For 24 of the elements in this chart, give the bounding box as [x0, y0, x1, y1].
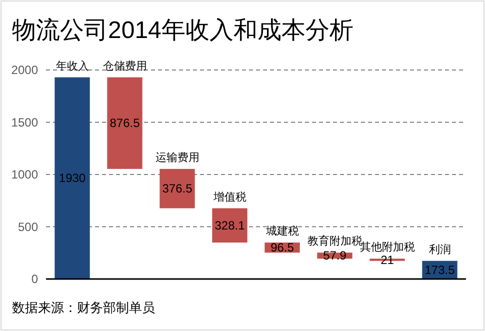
data-label: 376.5: [162, 182, 193, 196]
y-tick-label: 0: [31, 272, 38, 286]
data-label: 1930: [58, 171, 86, 186]
y-tick-label: 500: [18, 220, 38, 234]
data-label: 876.5: [110, 116, 140, 130]
data-label: 96.5: [270, 240, 294, 255]
x-tick-label: 年收入: [56, 59, 89, 72]
chart-title: 物流公司2014年收入和成本分析: [12, 17, 354, 44]
x-tick-label: 城建税: [264, 224, 299, 238]
bar: [54, 77, 90, 279]
x-tick-label: 利润: [428, 242, 451, 256]
y-tick-label: 1500: [11, 115, 38, 130]
x-tick-label: 仓储费用: [102, 59, 147, 72]
y-tick-label: 1000: [11, 168, 38, 182]
data-label: 173.5: [424, 262, 456, 277]
bar: [212, 208, 248, 243]
source-note: 数据来源：财务部制单员: [12, 300, 155, 315]
x-tick-label: 运输费用: [155, 150, 200, 164]
y-tick-label: 2000: [11, 63, 38, 77]
data-label: 328.1: [214, 218, 246, 232]
bar: [160, 168, 195, 208]
x-tick-label: 教育附加税: [307, 234, 362, 248]
bar: [107, 77, 142, 169]
x-tick-label: 增值税: [212, 190, 246, 204]
